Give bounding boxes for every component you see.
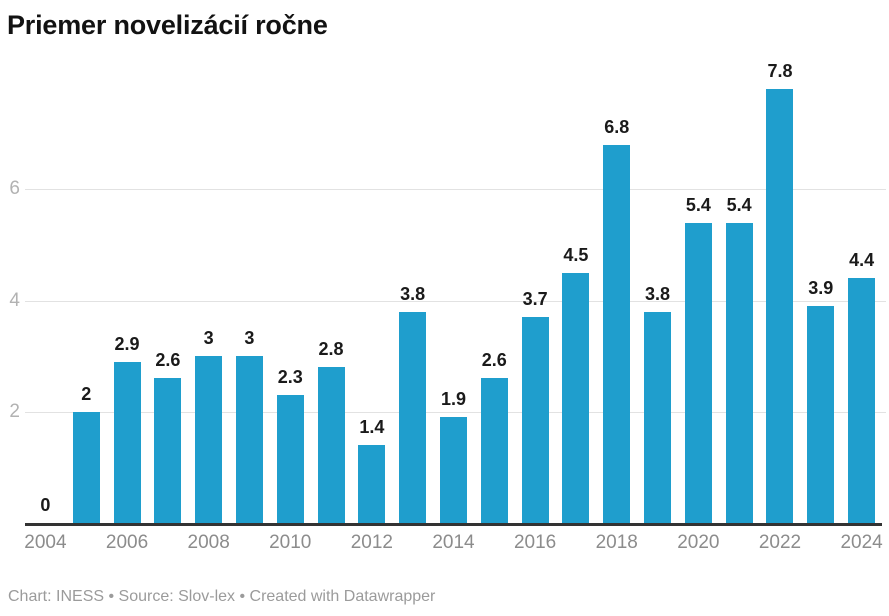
- chart-footer: Chart: INESS • Source: Slov-lex • Create…: [8, 588, 436, 605]
- chart-title: Priemer novelizácií ročne: [7, 10, 328, 40]
- bar-2009: [235, 356, 263, 523]
- x-axis-tick-label: 2014: [432, 532, 475, 553]
- bar-2018: [603, 144, 631, 523]
- bar-2013: [399, 311, 427, 523]
- bar-value-label: 5.4: [685, 194, 711, 215]
- bar-2023: [807, 306, 835, 523]
- x-axis-line: [25, 523, 882, 526]
- bar-2016: [521, 317, 549, 523]
- gridline-y-2: [25, 411, 886, 413]
- bar-value-label: 2.6: [481, 350, 507, 371]
- bar-value-label: 1.9: [440, 389, 467, 410]
- x-axis-tick-label: 2024: [840, 532, 883, 553]
- bar-2015: [480, 378, 508, 523]
- bar-value-label: 3.8: [400, 283, 426, 304]
- x-axis-tick-label: 2010: [269, 532, 312, 553]
- bar-value-label: 3.8: [645, 283, 671, 304]
- bar-value-label: 4.5: [563, 244, 589, 265]
- bar-value-label: 3: [244, 328, 255, 349]
- x-axis-tick-label: 2016: [513, 532, 557, 553]
- bar-value-label: 2.9: [114, 333, 140, 354]
- bar-2017: [562, 272, 590, 523]
- bar-2012: [358, 445, 386, 523]
- bar-value-label: 7.8: [767, 61, 793, 82]
- bar-value-label: 0: [40, 495, 51, 515]
- y-axis-tick-label: 2: [9, 400, 20, 422]
- y-axis-tick-label: 6: [9, 178, 20, 200]
- bar-value-label: 1.4: [359, 417, 385, 438]
- bar-value-label: 2: [81, 383, 92, 404]
- bar-value-label: 2.8: [318, 339, 344, 360]
- bar-2007: [154, 378, 182, 523]
- x-axis-tick-label: 2012: [350, 532, 394, 553]
- gridline-y-4: [25, 300, 886, 302]
- bar-2019: [644, 311, 672, 523]
- bar-2022: [766, 89, 794, 523]
- x-axis-tick-label: 2006: [105, 532, 149, 553]
- bar-2006: [113, 361, 141, 523]
- bar-2010: [276, 395, 304, 523]
- bar-value-label: 3: [203, 328, 214, 349]
- bar-2014: [440, 417, 467, 523]
- x-axis-tick-label: 2004: [24, 532, 67, 553]
- bar-2024: [848, 278, 876, 523]
- x-axis-tick-label: 2022: [758, 532, 802, 553]
- x-axis-tick-label: 2008: [187, 532, 230, 553]
- bar-2005: [72, 411, 100, 523]
- bar-value-label: 6.8: [604, 116, 630, 137]
- bar-2011: [317, 367, 345, 523]
- bar-2021: [725, 222, 753, 523]
- bar-value-label: 2.3: [277, 367, 303, 388]
- bar-value-label: 3.9: [808, 278, 834, 299]
- x-axis-tick-label: 2020: [677, 532, 720, 553]
- bar-2008: [195, 356, 223, 523]
- bar-value-label: 3.7: [522, 289, 548, 310]
- bar-value-label: 2.6: [155, 350, 181, 371]
- bar-2020: [684, 222, 712, 523]
- y-axis-tick-label: 4: [9, 289, 20, 311]
- bar-value-label: 4.4: [849, 250, 875, 271]
- gridline-y-6: [25, 189, 886, 191]
- x-axis-tick-label: 2018: [595, 532, 638, 553]
- bar-value-label: 5.4: [726, 194, 752, 215]
